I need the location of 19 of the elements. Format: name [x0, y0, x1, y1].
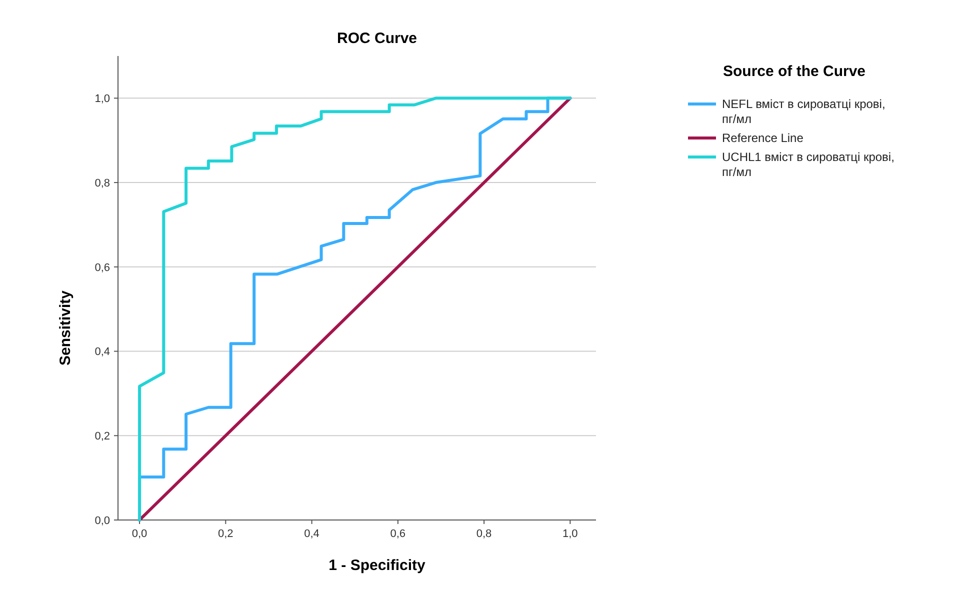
chart-title: ROC Curve	[336, 30, 418, 47]
legend-label: UCHL1 вміст в сироватці крові, пг/мл	[722, 150, 894, 179]
y-tick-label: 0,2	[94, 430, 110, 442]
x-tick-label: 0,0	[132, 528, 148, 540]
legend-label: NEFL вміст в сироватці крові, пг/мл	[722, 97, 886, 126]
x-tick-label: 0,8	[476, 528, 492, 540]
legend-label: Reference Line	[722, 131, 804, 145]
y-tick-label: 1,0	[94, 93, 110, 106]
y-axis-title: Sensitivity	[57, 290, 74, 366]
y-tick-label: 0,8	[94, 177, 110, 190]
x-tick-label: 0,6	[390, 528, 406, 540]
y-tick-label: 0,4	[94, 346, 110, 358]
x-tick-label: 0,4	[304, 528, 320, 540]
legend-title: Source of the Curve	[723, 63, 866, 80]
y-tick-label: 0,0	[94, 514, 110, 527]
x-axis-title: 1 - Specificity	[328, 557, 426, 574]
y-tick-label: 0,6	[94, 262, 110, 274]
x-tick-label: 0,2	[218, 528, 234, 540]
x-tick-label: 1,0	[562, 528, 578, 540]
